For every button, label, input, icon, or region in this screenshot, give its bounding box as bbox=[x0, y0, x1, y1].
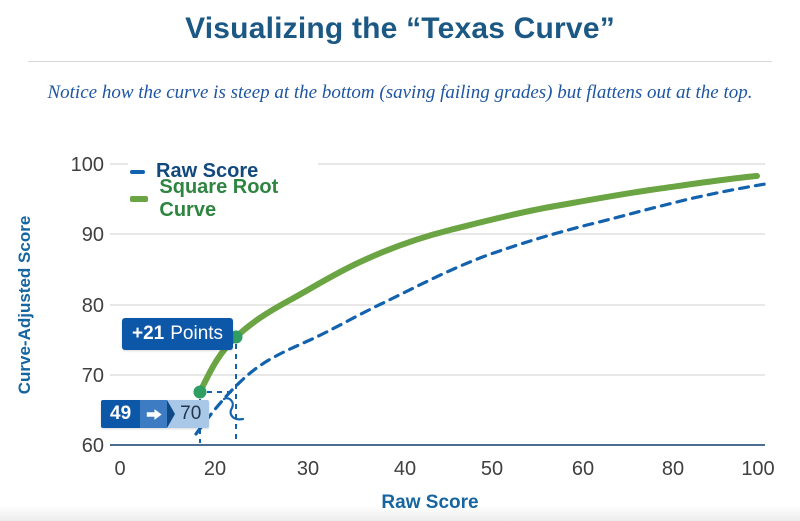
highlight-dot-low bbox=[193, 385, 207, 399]
gain-unit: Points bbox=[170, 323, 224, 344]
legend-item-square-root-curve: Square Root Curve bbox=[130, 176, 318, 221]
legend-label-square-root-curve: Square Root Curve bbox=[159, 175, 279, 221]
svg-text:100: 100 bbox=[71, 154, 104, 176]
chart-legend: Raw Score Square Root Curve bbox=[128, 152, 318, 221]
raw-score-dash-icon bbox=[130, 169, 145, 174]
y-axis-title: Curve-Adjusted Score bbox=[15, 216, 34, 395]
y-tick-labels: 100 90 80 70 60 bbox=[71, 154, 104, 457]
square-root-dash-icon bbox=[130, 195, 149, 202]
svg-text:70: 70 bbox=[82, 365, 104, 387]
score-mapping-badge: 49 70 bbox=[101, 400, 210, 428]
square-root-curve bbox=[197, 173, 760, 395]
svg-text:60: 60 bbox=[572, 458, 594, 480]
gain-value: +21 bbox=[132, 323, 165, 344]
legend-label-raw-score: Raw Score bbox=[156, 160, 259, 182]
figure-subtitle: Notice how the curve is steep at the bot… bbox=[47, 82, 753, 103]
figure-title: Visualizing the “Texas Curve” bbox=[185, 12, 615, 45]
curve-jump-squiggle bbox=[222, 397, 245, 421]
arrow-icon bbox=[140, 400, 176, 428]
svg-text:40: 40 bbox=[394, 458, 416, 480]
svg-text:20: 20 bbox=[204, 458, 226, 480]
svg-text:80: 80 bbox=[82, 295, 104, 317]
legend-item-raw-score: Raw Score bbox=[130, 158, 318, 185]
svg-text:30: 30 bbox=[297, 458, 319, 480]
svg-text:80: 80 bbox=[662, 458, 684, 480]
svg-text:100: 100 bbox=[741, 458, 774, 480]
title-divider bbox=[28, 61, 772, 62]
svg-text:50: 50 bbox=[481, 458, 503, 480]
x-tick-labels: 0 20 30 40 50 60 80 100 bbox=[114, 458, 774, 480]
svg-text:0: 0 bbox=[114, 458, 125, 480]
raw-score-line bbox=[194, 182, 767, 436]
svg-text:90: 90 bbox=[82, 224, 104, 246]
x-axis-title: Raw Score bbox=[381, 492, 478, 513]
gain-badge: +21 Points bbox=[122, 318, 234, 350]
raw-score-value: 49 bbox=[101, 400, 141, 428]
svg-text:60: 60 bbox=[82, 435, 104, 457]
